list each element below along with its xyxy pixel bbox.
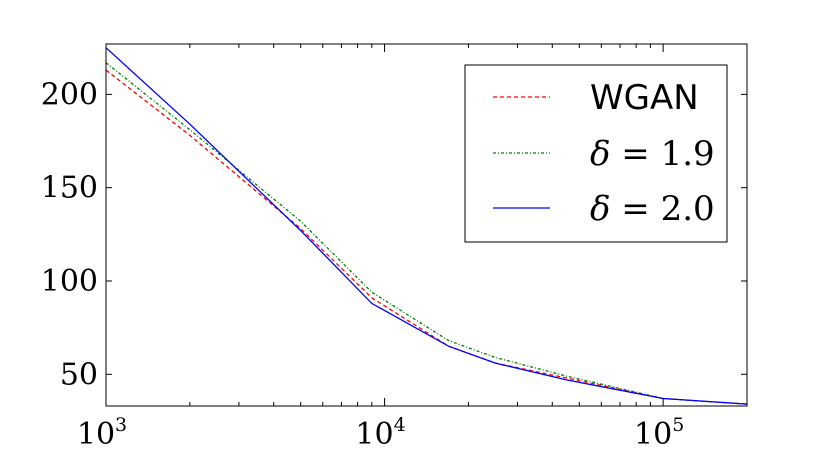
series-line-3 xyxy=(105,47,748,405)
x-tick-label: 103 xyxy=(77,414,127,452)
legend: WGAN δ = 1.9 δ = 2.0 xyxy=(464,64,728,243)
y-tick-label: 100 xyxy=(41,264,98,299)
legend-label-2: δ = 1.9 xyxy=(590,134,715,174)
legend-entries: WGAN δ = 1.9 δ = 2.0 xyxy=(493,78,715,229)
y-tick-label: 150 xyxy=(41,171,98,206)
legend-label-1: WGAN xyxy=(590,78,699,118)
y-tick-label: 50 xyxy=(60,357,98,392)
x-tick-label: 104 xyxy=(355,414,405,452)
legend-label-3: δ = 2.0 xyxy=(590,189,715,229)
axes-frame xyxy=(105,43,748,407)
y-tick-label: 200 xyxy=(41,77,98,112)
x-tick-label: 105 xyxy=(634,414,684,452)
series-layer xyxy=(105,47,748,405)
series-line-2 xyxy=(105,62,748,405)
tick-layer: 50 100 150 200 103 104 105 xyxy=(41,44,748,452)
legend-box xyxy=(464,64,728,243)
